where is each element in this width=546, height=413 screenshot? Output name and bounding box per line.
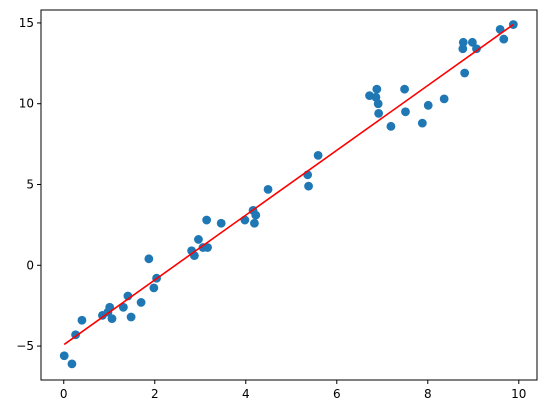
axes-frame (40, 9, 538, 381)
fit-line (63, 23, 514, 346)
data-point (59, 351, 69, 361)
data-point (401, 107, 410, 117)
data-point (417, 118, 427, 128)
data-point (240, 215, 250, 225)
data-point (439, 94, 449, 104)
data-point (194, 235, 203, 244)
data-point (499, 34, 509, 44)
data-point (251, 210, 261, 220)
data-point (400, 84, 409, 94)
x-tick-label: 4 (242, 387, 250, 401)
data-point (423, 100, 433, 110)
data-points (59, 20, 518, 369)
x-tick-label: 0 (60, 387, 68, 401)
data-point (67, 359, 77, 369)
x-tick-label: 2 (151, 387, 159, 401)
y-axis-ticks: −5 0 5 10 15 (16, 16, 41, 353)
data-point (304, 181, 313, 191)
data-point (373, 99, 383, 109)
data-point (386, 121, 396, 131)
x-tick-label: 10 (511, 387, 526, 401)
y-tick-label: −5 (16, 339, 34, 353)
data-point (250, 218, 259, 228)
data-point (472, 44, 481, 54)
x-tick-label: 8 (424, 387, 432, 401)
data-point (458, 37, 468, 47)
y-tick-label: 10 (19, 97, 34, 111)
data-point (107, 314, 117, 323)
data-point (202, 215, 212, 225)
x-tick-label: 6 (333, 387, 341, 401)
data-point (149, 283, 159, 293)
data-point (118, 302, 128, 312)
x-axis-ticks: 0 2 4 6 8 10 (60, 380, 526, 401)
data-point (313, 151, 323, 160)
data-point (216, 218, 226, 228)
data-point (372, 84, 382, 94)
data-point (203, 243, 212, 252)
y-tick-label: 15 (19, 16, 34, 30)
data-point (460, 68, 470, 78)
data-point (136, 298, 146, 307)
data-point (105, 302, 115, 312)
data-point (263, 184, 273, 194)
data-point (77, 315, 87, 325)
data-point (374, 109, 384, 118)
axes-spines (40, 9, 538, 381)
fit-line-layer (63, 23, 514, 346)
data-point (458, 44, 468, 54)
data-point (126, 312, 136, 322)
data-point (467, 37, 477, 47)
data-point (144, 254, 154, 264)
y-tick-label: 0 (26, 258, 34, 272)
y-tick-label: 5 (26, 177, 34, 191)
